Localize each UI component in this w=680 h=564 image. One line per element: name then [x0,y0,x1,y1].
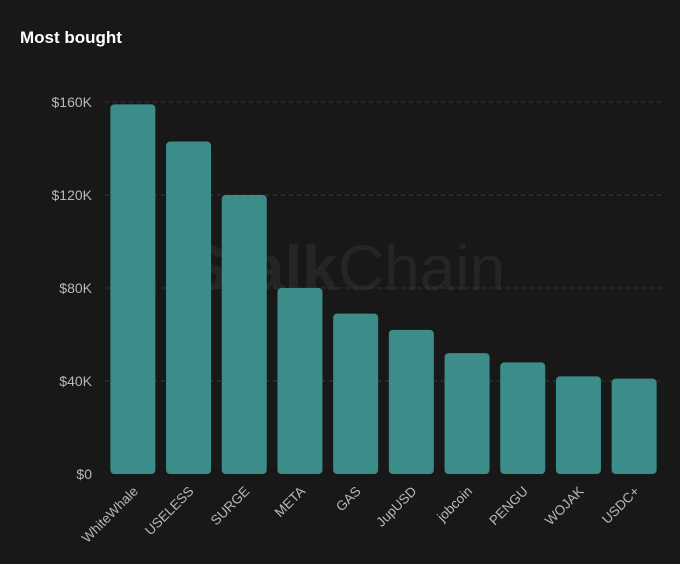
x-axis: WhiteWhale USELESS SURGE META GAS JupUSD jobco… [79,483,642,545]
bar-useless[interactable] [166,141,212,474]
x-tick-label: jobcoin [434,484,476,526]
y-tick-label: $40K [59,373,92,389]
bar-meta[interactable] [277,288,323,474]
watermark-light: Chain [338,232,505,304]
bar-usdc[interactable] [611,378,657,474]
bar-pengu[interactable] [500,362,546,474]
x-tick-label: META [272,484,308,520]
y-axis: $0 $40K $80K $120K $160K [52,94,93,482]
x-tick-label: USDC+ [599,483,642,526]
y-tick-label: $160K [52,94,93,110]
x-tick-label: JupUSD [373,483,419,529]
x-tick-label: SURGE [208,484,253,529]
y-tick-label: $80K [59,280,92,296]
x-tick-label: GAS [333,484,364,515]
bar-wojak[interactable] [555,376,601,474]
bar-surge[interactable] [221,195,267,474]
x-tick-label: WOJAK [542,484,587,529]
bar-jupusd[interactable] [388,329,434,474]
x-tick-label: WhiteWhale [79,484,141,546]
bar-jobcoin[interactable] [444,353,490,474]
y-tick-label: $120K [52,187,93,203]
chart-title: Most bought [20,28,122,47]
x-tick-label: PENGU [486,484,531,529]
x-tick-label: USELESS [142,484,197,539]
bar-whitewhale[interactable] [110,104,156,474]
bars [110,104,657,474]
bar-gas[interactable] [333,313,379,474]
y-tick-label: $0 [76,466,92,482]
